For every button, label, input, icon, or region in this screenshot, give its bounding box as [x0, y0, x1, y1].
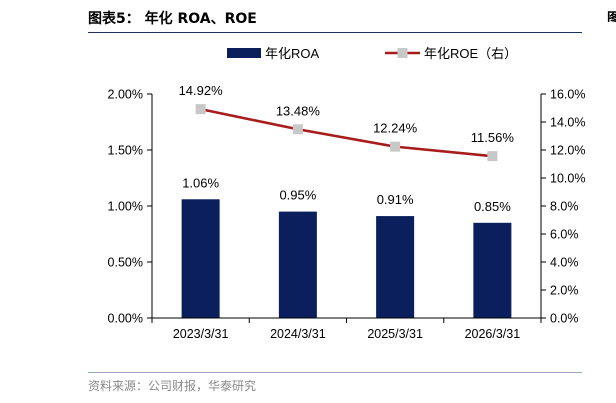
roe-data-label: 13.48% [276, 103, 321, 118]
left-tick-label: 0.00% [108, 312, 143, 326]
right-tick-label: 14.0% [550, 116, 585, 130]
right-tick-label: 6.0% [550, 228, 579, 242]
roe-marker-2 [292, 124, 303, 135]
roe-marker-1 [195, 104, 206, 115]
title-divider [88, 32, 582, 33]
left-tick-label: 0.50% [108, 256, 143, 270]
right-tick-label: 2.0% [550, 284, 579, 298]
roa-data-label: 0.91% [377, 192, 414, 207]
legend-roe-marker [397, 48, 408, 58]
roa-data-label: 0.85% [474, 199, 511, 214]
left-tick-label: 1.50% [108, 144, 143, 158]
x-tick-label: 2024/3/31 [270, 327, 326, 341]
left-tick-label: 2.00% [108, 88, 143, 102]
roe-line [200, 107, 493, 158]
legend-roa-label: 年化ROA [265, 46, 320, 61]
x-tick-label: 2026/3/31 [465, 327, 521, 341]
left-tick-label: 1.00% [108, 200, 143, 214]
roe-data-label: 14.92% [179, 83, 224, 98]
roa-bar-4 [473, 222, 512, 318]
roa-data-label: 1.06% [182, 175, 219, 190]
roe-marker-4 [487, 151, 498, 162]
roe-marker-3 [390, 141, 401, 152]
right-tick-label: 16.0% [550, 88, 585, 102]
source-divider [88, 372, 582, 373]
roa-bar-2 [278, 211, 317, 318]
legend-roa-swatch [227, 48, 261, 58]
roa-data-label: 0.95% [279, 188, 316, 203]
source-note: 资料来源：公司财报，华泰研究 [88, 379, 257, 393]
roa-bar-1 [181, 199, 220, 318]
right-tick-label: 0.0% [550, 312, 579, 326]
roa-roe-chart: 0.00% 0.50% 1.00% 1.50% 2.00% 0.0% 2.0% 4.0% 6.0… [108, 46, 586, 341]
right-tick-label: 12.0% [550, 144, 585, 158]
roe-data-label: 11.56% [471, 130, 515, 145]
right-tick-label: 4.0% [550, 256, 579, 270]
legend-roe-label: 年化ROE（右） [424, 46, 517, 61]
right-tick-label: 10.0% [550, 172, 585, 186]
figure-title: 图表5： 年化 ROA、ROE [88, 11, 257, 27]
x-tick-label: 2023/3/31 [173, 327, 229, 341]
roe-data-label: 12.24% [373, 121, 418, 136]
x-tick-label: 2025/3/31 [367, 327, 423, 341]
roa-bar-3 [376, 216, 415, 318]
next-figure-edge-mark: 图 [607, 11, 616, 22]
right-tick-label: 8.0% [550, 200, 579, 214]
